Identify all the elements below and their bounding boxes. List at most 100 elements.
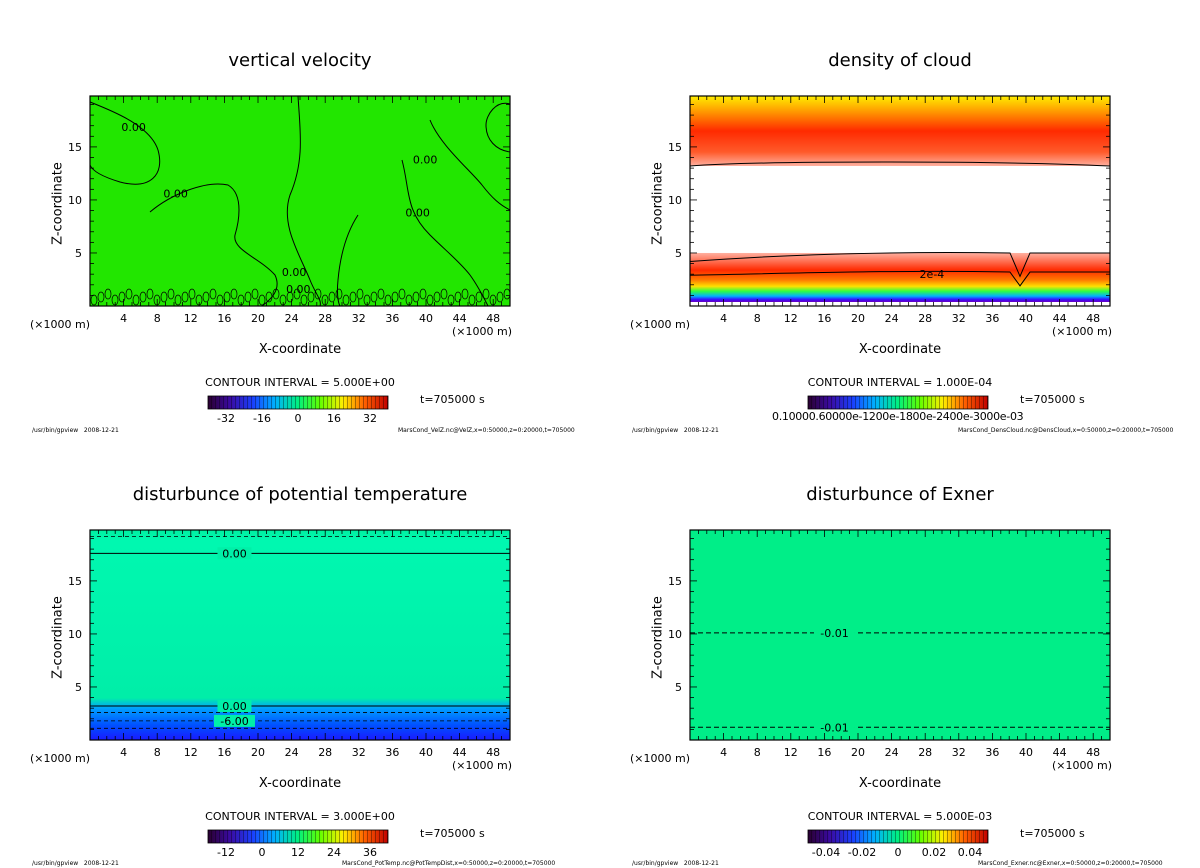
x-tick-label: 48 bbox=[1086, 312, 1100, 325]
contour-line bbox=[485, 102, 511, 153]
y-unit-label: (×1000 m) bbox=[30, 318, 91, 331]
contour-blip bbox=[174, 294, 182, 306]
x-tick-label: 8 bbox=[154, 312, 161, 325]
contour-blip bbox=[370, 291, 378, 303]
contour-label: -0.01 bbox=[820, 627, 848, 640]
contour-blip bbox=[419, 288, 427, 300]
x-tick-label: 28 bbox=[318, 312, 332, 325]
contour-blip bbox=[209, 288, 217, 300]
contour-line bbox=[89, 101, 161, 185]
x-tick-label: 48 bbox=[486, 746, 500, 759]
contour-label: 0.00 bbox=[282, 266, 307, 279]
contour-line bbox=[401, 159, 489, 307]
contour-label-bg bbox=[813, 626, 855, 639]
y-tick-label: 5 bbox=[75, 681, 82, 694]
contour-blip bbox=[384, 294, 392, 306]
x-tick-label: 28 bbox=[918, 746, 932, 759]
contour-blip bbox=[251, 288, 259, 300]
contour-interval: CONTOUR INTERVAL = 5.000E-03 bbox=[807, 810, 993, 823]
x-tick-label: 4 bbox=[120, 312, 127, 325]
x-tick-label: 48 bbox=[1086, 746, 1100, 759]
contour-blip bbox=[433, 291, 441, 303]
cloud-edge-contour bbox=[689, 161, 1111, 167]
contour-blip bbox=[482, 288, 490, 300]
y-tick-label: 15 bbox=[668, 141, 682, 154]
contour-blip bbox=[118, 291, 126, 303]
colorbar-tick-label: 32 bbox=[363, 412, 377, 425]
contour-blip bbox=[307, 291, 315, 303]
x-tick-label: 20 bbox=[251, 312, 265, 325]
chart-panel-2: 0.000.00-6.004 8 12 16 20 24 28 32 36 40 44 4851015… bbox=[68, 529, 511, 859]
contour-blip bbox=[146, 288, 154, 300]
x-tick-label: 36 bbox=[385, 746, 399, 759]
contour-interval: CONTOUR INTERVAL = 5.000E+00 bbox=[205, 376, 395, 389]
x-tick-label: 4 bbox=[720, 746, 727, 759]
contour-blip bbox=[230, 288, 238, 300]
x-tick-label: 16 bbox=[217, 312, 231, 325]
x-tick-label: 8 bbox=[754, 312, 761, 325]
contour-line bbox=[429, 119, 511, 211]
time-label: t=705000 s bbox=[420, 827, 485, 840]
x-tick-label: 32 bbox=[352, 746, 366, 759]
x-tick-label: 4 bbox=[720, 312, 727, 325]
contour-blip bbox=[181, 291, 189, 303]
x-tick-label: 28 bbox=[318, 746, 332, 759]
x-tick-label: 40 bbox=[1019, 746, 1033, 759]
colorbar-bands bbox=[808, 830, 988, 843]
x-tick-label: 24 bbox=[285, 746, 299, 759]
contour-blip bbox=[139, 291, 147, 303]
colorbar-tick-label: 0.04 bbox=[958, 846, 983, 859]
contour-blip bbox=[188, 288, 196, 300]
field-fill bbox=[90, 530, 510, 740]
contour-blip bbox=[202, 291, 210, 303]
x-tick-label: 20 bbox=[251, 746, 265, 759]
contour-blip bbox=[258, 294, 266, 306]
x-tick-label: 40 bbox=[1019, 312, 1033, 325]
lower-cloud-edge bbox=[689, 252, 1110, 278]
y-unit-label: (×1000 m) bbox=[630, 318, 691, 331]
colorbar-tick-label: 36 bbox=[363, 846, 377, 859]
contour-blip bbox=[265, 291, 273, 303]
y-axis-label: Z-coordinate bbox=[650, 162, 666, 245]
colorbar-frame bbox=[807, 395, 989, 410]
contour-blip bbox=[244, 291, 252, 303]
colorbar-tick-label: -16 bbox=[253, 412, 271, 425]
y-tick-label: 10 bbox=[68, 194, 82, 207]
x-axis-label: X-coordinate bbox=[858, 776, 942, 791]
colorbar-tick-label: 24 bbox=[327, 846, 341, 859]
y-tick-label: 5 bbox=[675, 247, 682, 260]
file-label: MarsCond_VelZ.nc@VelZ,x=0:50000,z=0:2000… bbox=[398, 427, 575, 434]
contour-blip bbox=[335, 288, 343, 300]
contour-label: -6.00 bbox=[220, 715, 248, 728]
x-tick-label: 36 bbox=[985, 312, 999, 325]
contour-blip bbox=[412, 291, 420, 303]
chart-title: vertical velocity bbox=[228, 50, 372, 71]
x-tick-label: 28 bbox=[918, 312, 932, 325]
colorbar-tick-labels: 0.10000.60000e-1200e-1800e-2400e-3000e-0… bbox=[772, 410, 1024, 423]
x-tick-label: 12 bbox=[784, 746, 798, 759]
x-tick-label: 20 bbox=[851, 746, 865, 759]
contour-label-bg bbox=[213, 714, 255, 727]
x-tick-label: 24 bbox=[885, 312, 899, 325]
x-tick-label: 24 bbox=[285, 312, 299, 325]
colorbar-frame bbox=[807, 829, 989, 844]
contour-blip bbox=[454, 291, 462, 303]
x-tick-label: 44 bbox=[453, 746, 467, 759]
x-unit-label: (×1000 m) bbox=[1052, 325, 1113, 338]
y-unit-label: (×1000 m) bbox=[30, 752, 91, 765]
y-axis-label: Z-coordinate bbox=[650, 596, 666, 679]
colorbar-bands bbox=[808, 396, 988, 409]
y-tick-label: 15 bbox=[668, 575, 682, 588]
contour-blip bbox=[496, 291, 504, 303]
contour-label-bg bbox=[813, 721, 855, 734]
chart-panel-3: -0.01-0.014 8 12 16 20 24 28 32 36 40 44 4851015-0.… bbox=[668, 529, 1111, 859]
contour-blip bbox=[167, 288, 175, 300]
colorbar-frame bbox=[207, 395, 389, 410]
program-label: /usr/bin/gpview 2008-12-21 bbox=[632, 860, 719, 867]
contour-line bbox=[286, 95, 321, 307]
x-axis-label: X-coordinate bbox=[258, 342, 342, 357]
x-tick-label: 36 bbox=[985, 746, 999, 759]
y-tick-label: 5 bbox=[75, 247, 82, 260]
contour-blip bbox=[97, 291, 105, 303]
